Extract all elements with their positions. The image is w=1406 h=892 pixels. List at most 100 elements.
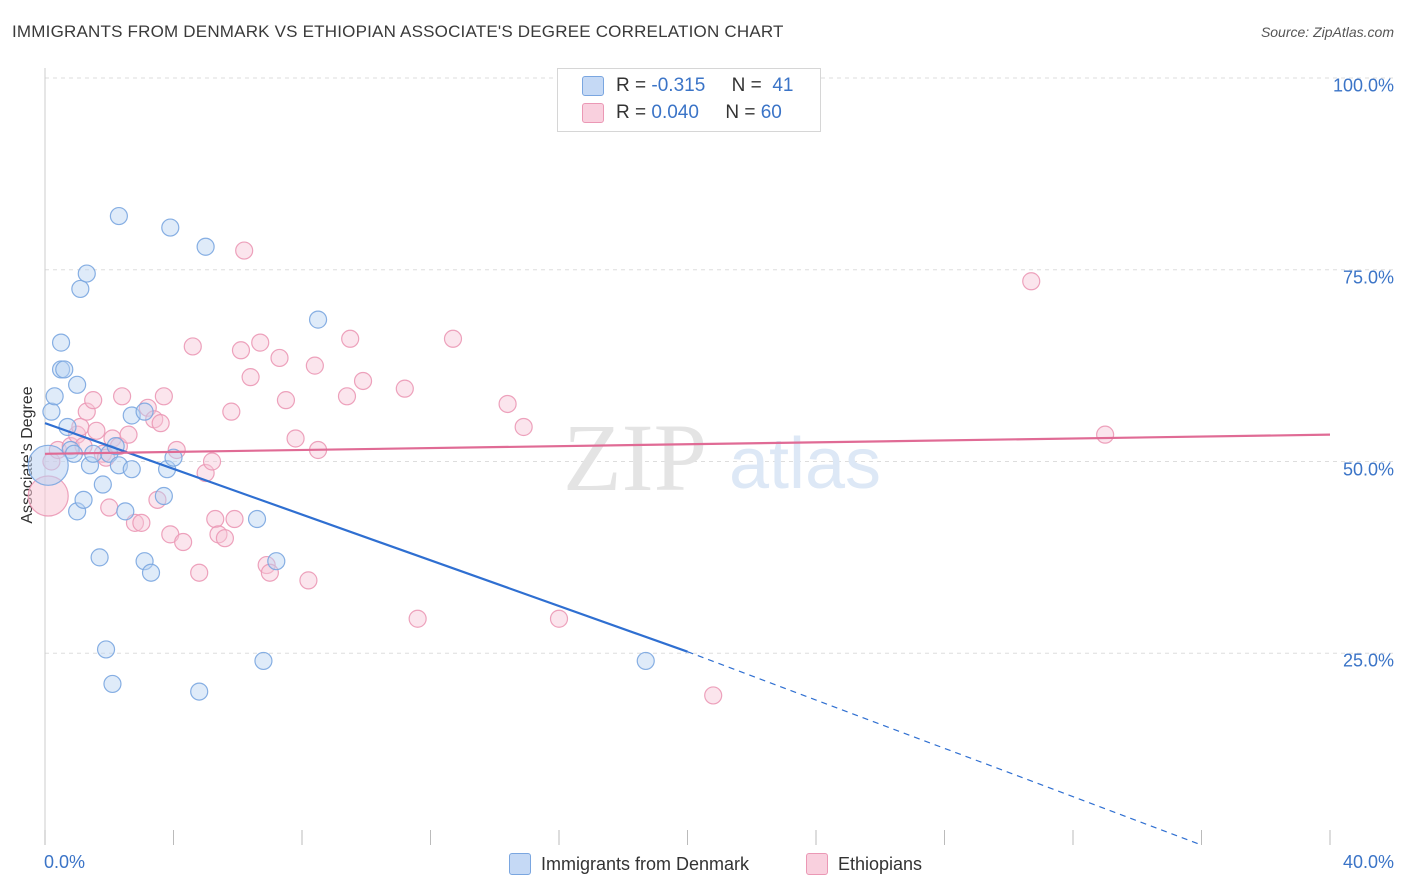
data-point (77, 402, 96, 421)
data-point (116, 502, 135, 521)
series-immigrants-from-denmark (27, 206, 655, 701)
data-point (498, 394, 517, 414)
data-point (337, 387, 357, 406)
data-point (196, 237, 215, 256)
trend-lines (44, 422, 1331, 846)
bottom-legend-swatch-pink (806, 853, 828, 875)
x-tick-label-min: 0.0% (44, 852, 86, 872)
data-point (308, 310, 328, 329)
legend-swatch-pink (582, 103, 604, 123)
data-point (1096, 425, 1115, 444)
bottom-legend-label-denmark: Immigrants from Denmark (541, 853, 750, 874)
data-point (161, 218, 180, 237)
data-point (68, 375, 87, 394)
data-point (103, 674, 122, 694)
legend-r-label: R = (616, 102, 647, 123)
data-point (119, 425, 138, 444)
data-point (100, 498, 119, 517)
data-point (247, 509, 267, 529)
data-point (443, 329, 463, 348)
data-point (408, 609, 427, 628)
data-point (164, 448, 183, 467)
data-point (112, 387, 132, 406)
data-point (267, 552, 286, 571)
data-point (206, 509, 225, 529)
watermark-atlas: atlas (729, 424, 881, 504)
data-point (704, 686, 723, 705)
data-point (286, 429, 305, 448)
legend-r-label: R = (616, 75, 647, 96)
data-point (71, 279, 90, 299)
y-tick-label: 25.0% (1342, 650, 1394, 671)
legend-r-value: -0.315 (651, 75, 706, 96)
data-point (341, 329, 360, 348)
data-point (87, 421, 106, 440)
data-point (235, 241, 254, 260)
chart-title: IMMIGRANTS FROM DENMARK VS ETHIOPIAN ASS… (12, 22, 784, 41)
data-point (222, 402, 241, 421)
data-point (251, 333, 270, 352)
data-point (305, 356, 324, 375)
data-point (80, 456, 100, 475)
legend-swatch-blue (582, 76, 604, 96)
trend-line-ethiopians (44, 433, 1331, 455)
data-point (395, 379, 414, 398)
data-point (55, 360, 74, 379)
data-point (109, 206, 128, 226)
data-point (299, 571, 318, 590)
data-point (215, 529, 234, 548)
data-point (190, 563, 209, 582)
data-point (514, 417, 533, 437)
data-point (353, 371, 373, 391)
data-point (260, 563, 279, 582)
data-point (1022, 272, 1041, 291)
data-point (135, 552, 154, 571)
data-point (254, 651, 273, 671)
legend-n-label: N = (731, 75, 762, 96)
data-point (549, 609, 569, 628)
data-point (90, 548, 109, 567)
y-tick-label: 100.0% (1332, 75, 1394, 96)
data-point (141, 563, 161, 582)
data-point (174, 532, 193, 552)
data-point (93, 475, 112, 494)
trend-line-denmark-extension (687, 651, 1202, 846)
data-point (183, 337, 202, 356)
legend-r-value: 0.040 (651, 102, 699, 123)
grid-layer (45, 77, 1394, 654)
bottom-legend-denmark: Immigrants from Denmark (509, 852, 749, 876)
source-label: Source: ZipAtlas.com (1260, 24, 1394, 40)
data-point (154, 486, 173, 506)
data-point (27, 444, 69, 486)
data-point (231, 341, 251, 360)
data-point (51, 333, 71, 352)
y-tick-label: 50.0% (1342, 459, 1394, 479)
data-point (77, 264, 96, 283)
data-point (276, 391, 296, 410)
data-point (84, 391, 103, 410)
data-point (96, 640, 116, 659)
x-tick-label-max: 40.0% (1342, 852, 1394, 872)
data-point (196, 463, 215, 483)
data-point (270, 348, 289, 368)
data-point (202, 452, 222, 471)
bottom-legend-swatch-blue (509, 853, 531, 875)
bottom-legend-ethiopians: Ethiopians (806, 852, 922, 876)
data-point (42, 402, 61, 421)
data-point (132, 513, 151, 532)
legend-n-value: 60 (760, 102, 782, 123)
data-point (45, 387, 64, 406)
y-tick-label: 75.0% (1342, 267, 1394, 288)
data-point (122, 460, 141, 479)
data-point (154, 387, 173, 406)
data-point (636, 651, 655, 671)
legend-n-label: N = (725, 102, 756, 123)
data-point (190, 682, 209, 701)
correlation-legend: R = -0.315 N = 41 R = 0.040 N = 60 (557, 68, 821, 132)
watermark-zip: ZIP (563, 404, 707, 511)
bottom-legend-label-ethiopians: Ethiopians (838, 853, 923, 874)
trend-line-denmark (44, 422, 688, 653)
watermark: ZIP atlas (563, 404, 881, 511)
data-point (151, 414, 170, 433)
data-point (225, 509, 244, 529)
